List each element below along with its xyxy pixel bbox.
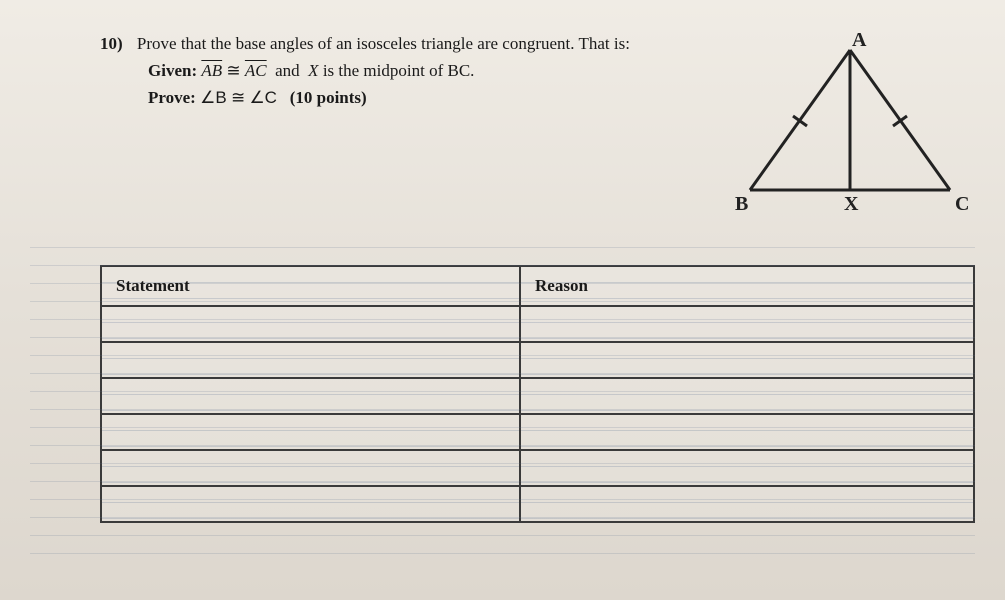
reason-cell[interactable] <box>520 306 974 342</box>
table-row <box>101 486 974 522</box>
problem-main-text: Prove that the base angles of an isoscel… <box>137 34 630 53</box>
problem-main-line: 10) Prove that the base angles of an iso… <box>100 30 685 57</box>
segment-ac: AC <box>245 61 267 80</box>
worksheet-page: 10) Prove that the base angles of an iso… <box>0 0 1005 600</box>
reason-cell[interactable] <box>520 342 974 378</box>
segment-ab: AB <box>201 61 222 80</box>
header-statement: Statement <box>101 266 520 306</box>
label-b: B <box>735 193 748 215</box>
label-x: X <box>844 193 859 215</box>
problem-header: 10) Prove that the base angles of an iso… <box>100 30 975 220</box>
and-text: and <box>275 61 300 80</box>
congruent-symbol-2: ≅ <box>231 88 245 107</box>
problem-number: 10) <box>100 34 123 53</box>
prove-label: Prove: <box>148 88 196 107</box>
table-row <box>101 414 974 450</box>
congruent-symbol-1: ≅ <box>226 61 240 80</box>
given-rest: is the midpoint of BC. <box>323 61 475 80</box>
table-row <box>101 378 974 414</box>
points-label: (10 points) <box>290 88 367 107</box>
stmt-cell[interactable] <box>101 342 520 378</box>
header-reason: Reason <box>520 266 974 306</box>
label-a: A <box>852 30 867 51</box>
stmt-cell[interactable] <box>101 378 520 414</box>
proof-table: Statement Reason <box>100 265 975 523</box>
table-row <box>101 306 974 342</box>
reason-cell[interactable] <box>520 486 974 522</box>
table-header-row: Statement Reason <box>101 266 974 306</box>
reason-cell[interactable] <box>520 414 974 450</box>
angle-b: ∠B <box>200 88 227 107</box>
table-row <box>101 342 974 378</box>
table-row <box>101 450 974 486</box>
given-label: Given: <box>148 61 197 80</box>
stmt-cell[interactable] <box>101 450 520 486</box>
stmt-cell[interactable] <box>101 486 520 522</box>
problem-text: 10) Prove that the base angles of an iso… <box>100 30 685 112</box>
reason-cell[interactable] <box>520 378 974 414</box>
stmt-cell[interactable] <box>101 306 520 342</box>
angle-c: ∠C <box>249 88 277 107</box>
triangle-diagram: A B C X <box>725 30 975 220</box>
reason-cell[interactable] <box>520 450 974 486</box>
label-c: C <box>955 193 969 215</box>
stmt-cell[interactable] <box>101 414 520 450</box>
given-line: Given: AB ≅ AC and X is the midpoint of … <box>148 57 685 84</box>
prove-line: Prove: ∠B ≅ ∠C (10 points) <box>148 84 685 111</box>
point-x: X <box>308 61 318 80</box>
